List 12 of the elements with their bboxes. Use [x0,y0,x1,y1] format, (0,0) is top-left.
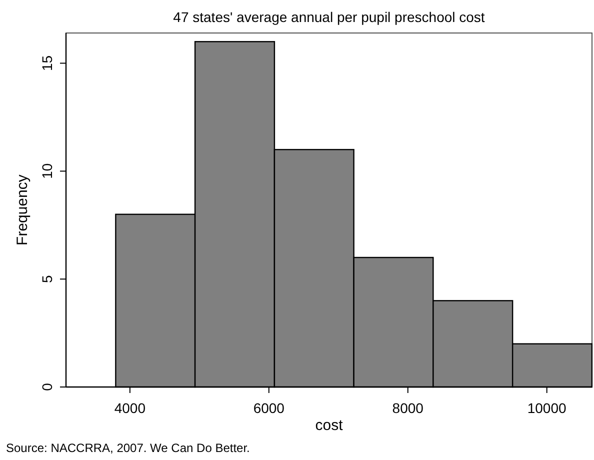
y-tick-label: 10 [39,163,55,179]
y-tick-label: 15 [39,55,55,72]
y-axis-title: Frequency [14,174,31,246]
source-note: Source: NACCRRA, 2007. We Can Do Better. [6,441,250,455]
y-tick-label: 5 [39,274,55,283]
y-tick-label: 0 [39,382,55,391]
x-tick-label: 6000 [253,400,285,416]
x-tick-label: 8000 [392,400,424,416]
x-axis-title: cost [315,417,344,434]
chart-title: 47 states' average annual per pupil preschool cost [173,9,485,25]
x-tick-label: 10000 [527,400,567,416]
x-tick-label: 4000 [114,400,146,416]
